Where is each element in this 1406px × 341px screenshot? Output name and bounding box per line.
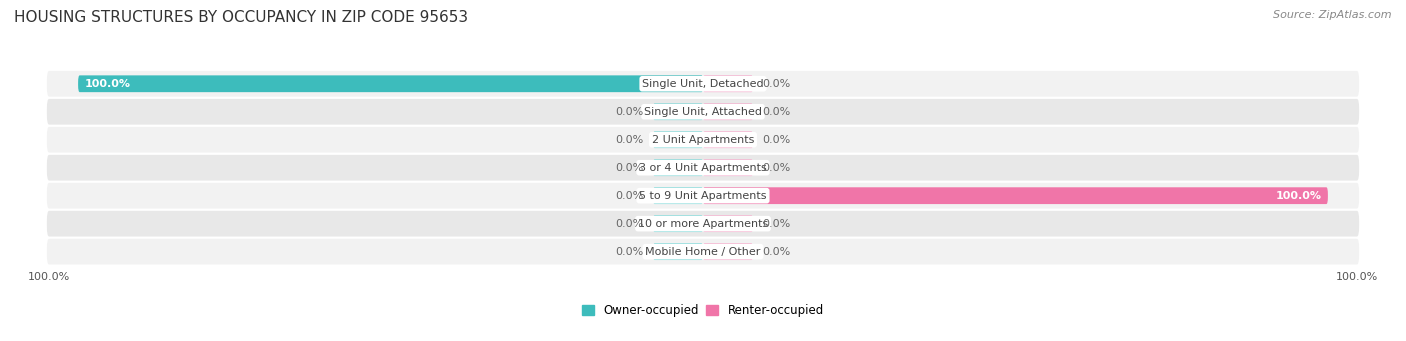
FancyBboxPatch shape	[703, 243, 754, 260]
Text: 0.0%: 0.0%	[616, 247, 644, 257]
Text: 10 or more Apartments: 10 or more Apartments	[638, 219, 768, 229]
FancyBboxPatch shape	[703, 75, 754, 92]
FancyBboxPatch shape	[46, 127, 1360, 152]
Text: Source: ZipAtlas.com: Source: ZipAtlas.com	[1274, 10, 1392, 20]
Text: 0.0%: 0.0%	[762, 79, 790, 89]
Text: Mobile Home / Other: Mobile Home / Other	[645, 247, 761, 257]
Text: 5 to 9 Unit Apartments: 5 to 9 Unit Apartments	[640, 191, 766, 201]
Text: HOUSING STRUCTURES BY OCCUPANCY IN ZIP CODE 95653: HOUSING STRUCTURES BY OCCUPANCY IN ZIP C…	[14, 10, 468, 25]
Text: 0.0%: 0.0%	[616, 135, 644, 145]
FancyBboxPatch shape	[652, 187, 703, 204]
Text: Single Unit, Attached: Single Unit, Attached	[644, 107, 762, 117]
FancyBboxPatch shape	[652, 215, 703, 232]
Text: 0.0%: 0.0%	[762, 247, 790, 257]
FancyBboxPatch shape	[703, 131, 754, 148]
FancyBboxPatch shape	[652, 243, 703, 260]
Text: 0.0%: 0.0%	[762, 163, 790, 173]
FancyBboxPatch shape	[652, 159, 703, 176]
FancyBboxPatch shape	[79, 75, 703, 92]
Text: 3 or 4 Unit Apartments: 3 or 4 Unit Apartments	[640, 163, 766, 173]
FancyBboxPatch shape	[46, 211, 1360, 237]
Text: 100.0%: 100.0%	[28, 272, 70, 282]
FancyBboxPatch shape	[652, 131, 703, 148]
Text: 0.0%: 0.0%	[616, 191, 644, 201]
Text: 0.0%: 0.0%	[762, 107, 790, 117]
Legend: Owner-occupied, Renter-occupied: Owner-occupied, Renter-occupied	[578, 299, 828, 322]
Text: Single Unit, Detached: Single Unit, Detached	[643, 79, 763, 89]
FancyBboxPatch shape	[703, 215, 754, 232]
Text: 0.0%: 0.0%	[616, 219, 644, 229]
FancyBboxPatch shape	[652, 103, 703, 120]
FancyBboxPatch shape	[46, 71, 1360, 97]
Text: 0.0%: 0.0%	[762, 219, 790, 229]
Text: 0.0%: 0.0%	[616, 163, 644, 173]
Text: 0.0%: 0.0%	[762, 135, 790, 145]
Text: 100.0%: 100.0%	[1336, 272, 1378, 282]
Text: 2 Unit Apartments: 2 Unit Apartments	[652, 135, 754, 145]
FancyBboxPatch shape	[46, 183, 1360, 209]
Text: 100.0%: 100.0%	[1275, 191, 1322, 201]
FancyBboxPatch shape	[703, 187, 1327, 204]
Text: 100.0%: 100.0%	[84, 79, 131, 89]
FancyBboxPatch shape	[46, 155, 1360, 181]
FancyBboxPatch shape	[46, 239, 1360, 265]
FancyBboxPatch shape	[703, 159, 754, 176]
FancyBboxPatch shape	[703, 103, 754, 120]
Text: 0.0%: 0.0%	[616, 107, 644, 117]
FancyBboxPatch shape	[46, 99, 1360, 124]
